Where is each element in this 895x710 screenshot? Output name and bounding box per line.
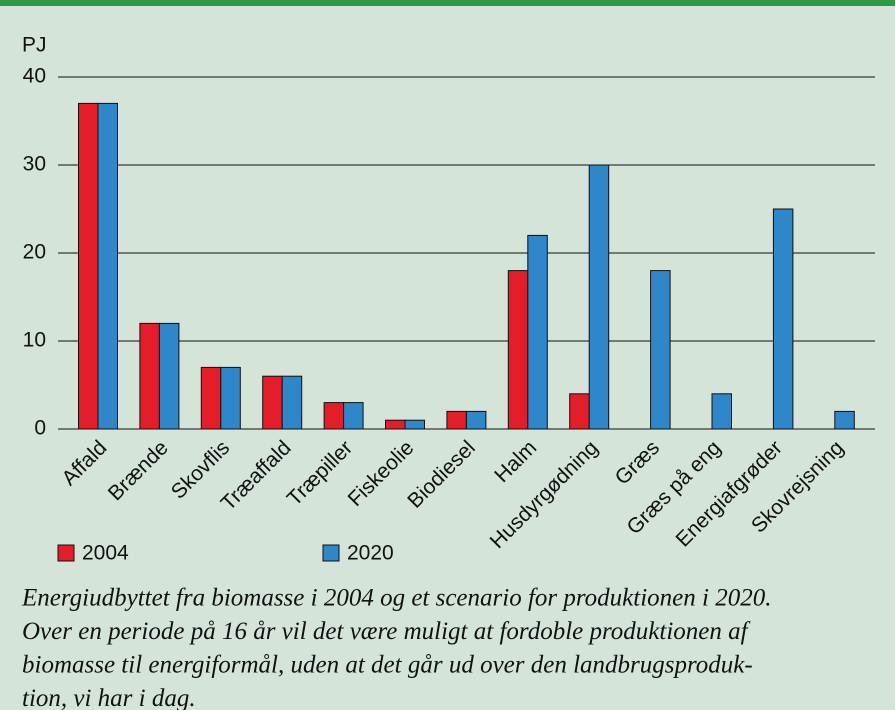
y-tick-label: 40 <box>23 65 46 88</box>
bar <box>385 419 406 430</box>
bar <box>200 366 222 430</box>
caption-line: tion, vi har i dag. <box>22 685 196 710</box>
y-tick-label: 10 <box>23 329 46 352</box>
bar <box>834 410 855 430</box>
bar <box>527 234 548 430</box>
bar <box>711 393 732 430</box>
caption-line: biomasse til energiformål, uden at det g… <box>22 652 753 679</box>
y-tick-label: 30 <box>23 153 46 176</box>
bar <box>281 375 303 430</box>
bar <box>446 410 467 430</box>
bar <box>158 322 180 430</box>
legend-label: 2020 <box>347 542 394 565</box>
bar <box>507 270 529 430</box>
caption-line: Over en periode på 16 år vil det være mu… <box>22 618 751 645</box>
legend-swatch <box>57 544 75 562</box>
y-tick-label: 20 <box>23 241 46 264</box>
bar <box>220 366 241 430</box>
bar <box>139 322 160 430</box>
bar <box>97 102 118 430</box>
legend-swatch <box>322 544 340 562</box>
bar <box>465 410 487 430</box>
bar <box>323 402 345 430</box>
y-axis-label: PJ <box>22 34 47 57</box>
bar <box>78 102 99 430</box>
bar <box>262 375 283 430</box>
caption-line: Energiudbyttet fra biomasse i 2004 og et… <box>21 585 771 612</box>
bar <box>404 419 425 430</box>
bar <box>569 393 590 430</box>
top-border <box>0 0 895 6</box>
legend-label: 2004 <box>82 542 129 565</box>
y-tick-label: 0 <box>34 417 46 440</box>
bar <box>343 402 364 430</box>
bar <box>772 208 794 430</box>
bar <box>650 270 671 430</box>
bar <box>588 164 610 430</box>
